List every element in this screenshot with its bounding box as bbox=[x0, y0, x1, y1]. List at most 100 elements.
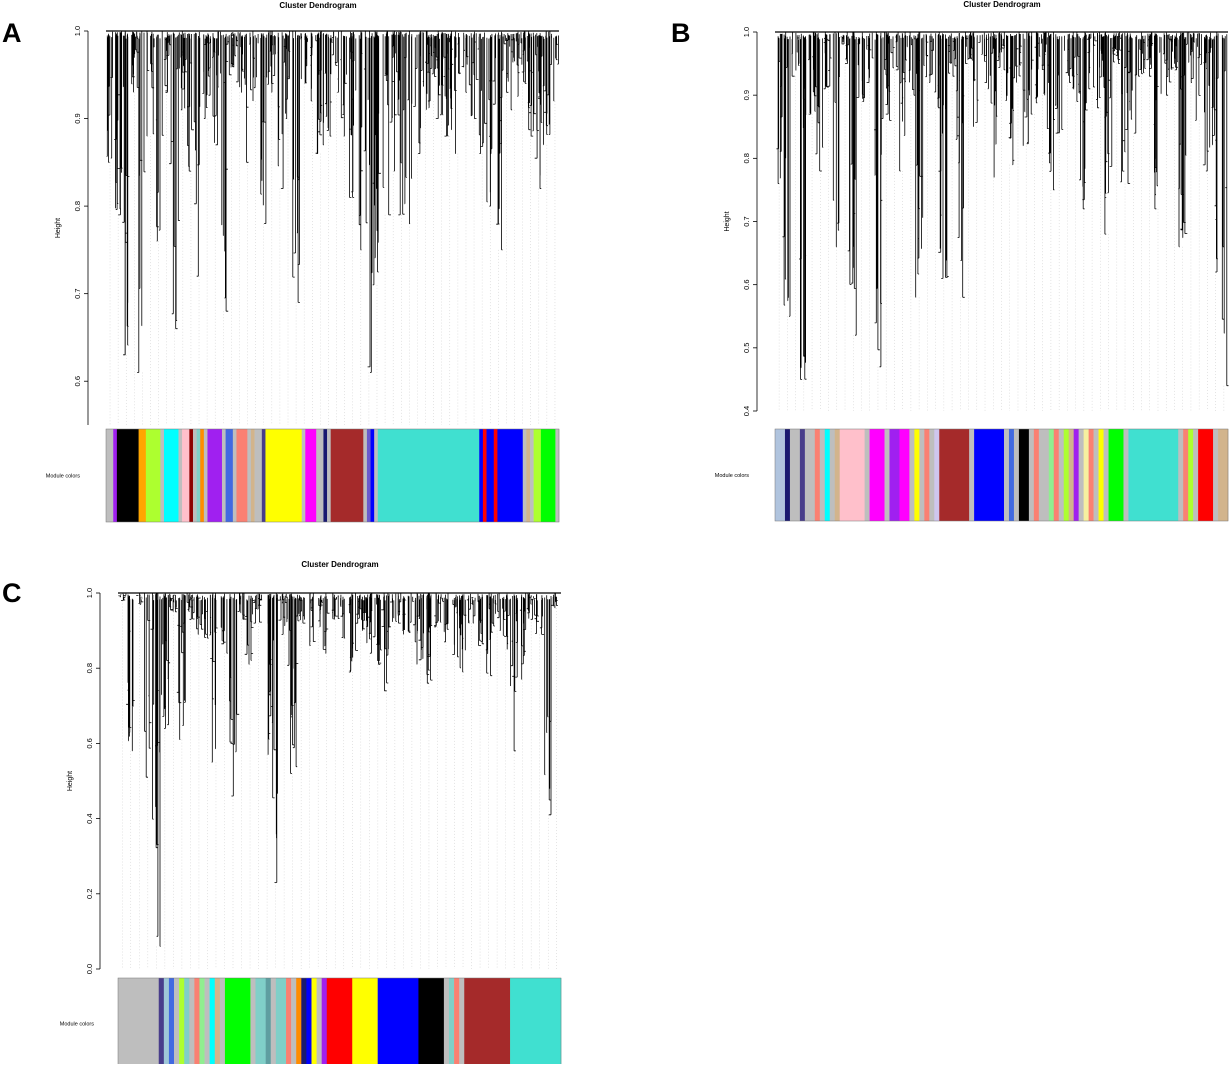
module-color-segment bbox=[1098, 429, 1104, 521]
dendrogram-cluster bbox=[178, 31, 188, 111]
module-color-segment bbox=[1078, 429, 1084, 521]
module-color-segment bbox=[482, 429, 487, 522]
y-tick-label: 1.0 bbox=[73, 26, 82, 36]
module-color-segment bbox=[236, 429, 248, 522]
y-axis-label: Height bbox=[724, 211, 731, 231]
dendrogram-cluster bbox=[1055, 34, 1064, 134]
module-color-segment bbox=[459, 978, 465, 1064]
dendrogram-cluster bbox=[955, 33, 965, 298]
dendrogram-cluster bbox=[965, 32, 974, 64]
module-color-segment bbox=[974, 429, 1005, 521]
module-color-segment bbox=[418, 978, 445, 1064]
module-color-segment bbox=[839, 429, 865, 521]
dendrogram-branches bbox=[106, 30, 559, 425]
module-color-segment bbox=[168, 978, 175, 1064]
y-axis-label: Height bbox=[55, 218, 62, 238]
module-color-segment bbox=[448, 978, 455, 1064]
dendrogram-cluster bbox=[856, 32, 865, 102]
y-tick-label: 0.0 bbox=[85, 964, 94, 974]
module-color-segment bbox=[160, 429, 165, 522]
module-color-segment bbox=[497, 429, 524, 522]
dendrogram-cluster bbox=[267, 593, 273, 755]
dendrogram-cluster bbox=[244, 595, 255, 665]
module-color-segment bbox=[784, 429, 791, 521]
dendrogram-cluster bbox=[1138, 32, 1146, 77]
module-color-segment bbox=[225, 429, 234, 522]
dendrogram-cluster bbox=[137, 31, 146, 373]
dendrogram-cluster bbox=[1202, 32, 1212, 172]
dendrogram-cluster bbox=[1086, 32, 1097, 90]
dendrogram-cluster bbox=[324, 33, 333, 137]
module-color-segment bbox=[924, 429, 930, 521]
dendrogram-cluster bbox=[144, 593, 152, 778]
module-color-segment bbox=[221, 429, 226, 522]
module-color-segment bbox=[1053, 429, 1060, 521]
module-color-segment bbox=[1183, 429, 1189, 521]
dendrogram-cluster bbox=[1104, 32, 1113, 235]
dendrogram-cluster bbox=[397, 593, 407, 635]
module-color-segment bbox=[1088, 429, 1094, 521]
module-color-segment bbox=[192, 429, 197, 522]
dendrogram-cluster bbox=[202, 33, 211, 119]
dendrogram-cluster bbox=[542, 31, 551, 146]
dendrogram-cluster bbox=[923, 33, 932, 83]
dendrogram-cluster bbox=[874, 32, 883, 368]
module-color-segment bbox=[454, 978, 460, 1064]
module-color-segment bbox=[184, 978, 190, 1064]
dendrogram-cluster bbox=[776, 33, 783, 184]
dendrogram-cluster bbox=[1030, 32, 1040, 115]
module-color-segment bbox=[555, 429, 560, 522]
module-color-segment bbox=[789, 429, 801, 521]
module-color-segment bbox=[209, 978, 216, 1064]
dendrogram-cluster bbox=[510, 594, 518, 752]
module-color-segment bbox=[363, 429, 368, 522]
dendrogram-cluster bbox=[973, 32, 981, 127]
dendrogram-cluster bbox=[114, 31, 123, 216]
module-color-segment bbox=[182, 429, 190, 522]
dendrogram-cluster bbox=[163, 32, 172, 93]
dendrogram-cluster bbox=[1111, 32, 1123, 64]
dendrogram-cluster bbox=[277, 32, 284, 189]
module-color-segment bbox=[323, 429, 328, 522]
dendrogram-cluster bbox=[416, 593, 424, 665]
module-color-segment bbox=[145, 429, 161, 522]
dendrogram-cluster bbox=[194, 31, 201, 277]
module-color-segment bbox=[250, 429, 255, 522]
module-color-band-border bbox=[774, 428, 1229, 522]
module-color-segment bbox=[1018, 429, 1030, 521]
dendrogram-cluster bbox=[549, 33, 559, 102]
module-color-segment bbox=[1073, 429, 1079, 521]
dendrogram-cluster bbox=[372, 594, 382, 665]
dendrogram-cluster bbox=[815, 33, 824, 172]
module-color-segment bbox=[1213, 429, 1219, 521]
module-color-segment bbox=[366, 429, 371, 522]
dendrogram-cluster bbox=[485, 593, 494, 677]
dendrogram-cluster bbox=[847, 32, 857, 336]
y-tick-label: 0.9 bbox=[73, 113, 82, 123]
module-color-segment bbox=[1188, 429, 1194, 521]
module-color-segment bbox=[311, 978, 317, 1064]
module-color-segment bbox=[203, 429, 208, 522]
dendrogram-cluster bbox=[1120, 32, 1131, 184]
dendrogram-cluster bbox=[915, 32, 924, 298]
dendrogram-cluster bbox=[906, 32, 916, 96]
dendrogram-cluster bbox=[444, 31, 454, 137]
module-color-segment bbox=[1218, 429, 1229, 521]
dendrogram-cluster bbox=[1170, 33, 1178, 71]
dendrogram-cluster bbox=[947, 33, 957, 77]
dendrogram-cluster bbox=[244, 32, 253, 163]
module-color-segment bbox=[163, 429, 179, 522]
module-color-segment bbox=[1178, 429, 1184, 521]
dendrogram-cluster bbox=[287, 593, 299, 774]
module-color-segment bbox=[163, 978, 170, 1064]
dendrogram-cluster bbox=[881, 32, 892, 121]
dendrogram-panel-b: Cluster Dendrogram 0.4 0.5 0.6 0.7 0.8 0.9 1.0 H… bbox=[715, 0, 1229, 522]
dendrogram-cluster bbox=[435, 31, 446, 119]
panel-label-a: A bbox=[2, 18, 22, 48]
dendrogram-cluster bbox=[1127, 33, 1138, 134]
module-color-segment bbox=[1083, 429, 1089, 521]
module-color-segment bbox=[189, 978, 195, 1064]
module-color-segment bbox=[158, 978, 165, 1064]
module-color-segment bbox=[138, 429, 147, 522]
module-color-segment bbox=[265, 978, 272, 1064]
